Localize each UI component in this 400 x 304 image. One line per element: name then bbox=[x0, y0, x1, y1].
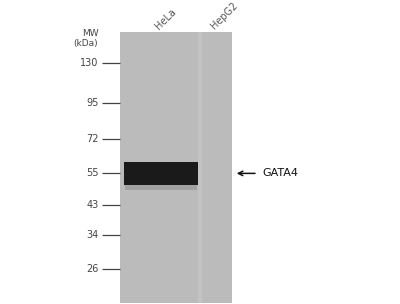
Bar bbox=[120, 32, 232, 303]
Text: GATA4: GATA4 bbox=[262, 168, 298, 178]
Bar bbox=[126, 184, 197, 190]
Text: 55: 55 bbox=[86, 168, 98, 178]
Text: 34: 34 bbox=[86, 230, 98, 240]
Bar bbox=[198, 32, 202, 303]
Text: HepG2: HepG2 bbox=[209, 1, 240, 31]
Text: 26: 26 bbox=[86, 264, 98, 275]
Text: 130: 130 bbox=[80, 58, 98, 68]
Text: 43: 43 bbox=[86, 200, 98, 210]
Text: HeLa: HeLa bbox=[153, 7, 178, 31]
Bar bbox=[124, 162, 198, 185]
Text: MW
(kDa): MW (kDa) bbox=[74, 29, 98, 48]
Text: 95: 95 bbox=[86, 98, 98, 108]
Text: 72: 72 bbox=[86, 134, 98, 144]
